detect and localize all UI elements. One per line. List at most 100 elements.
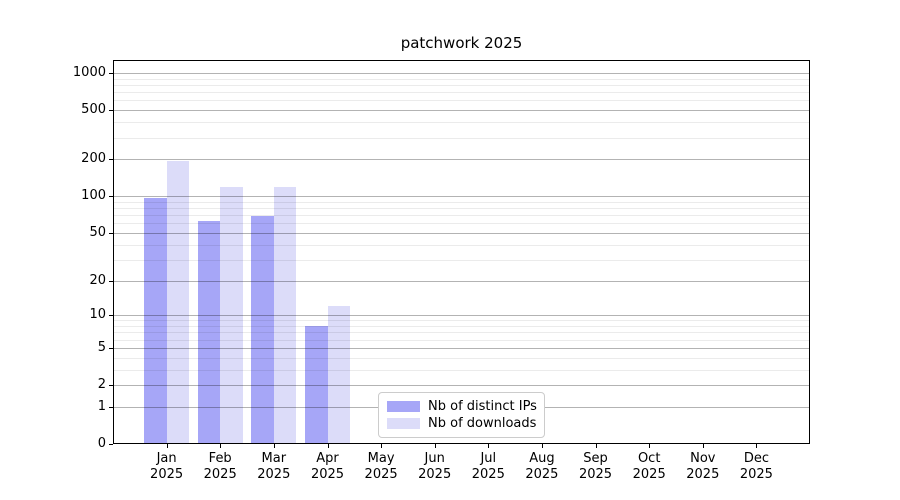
x-tick-month: Jan	[156, 451, 177, 466]
gridline-minor-800	[113, 85, 810, 86]
y-tick-label-1000: 1000	[72, 65, 106, 80]
gridline-minor-600	[113, 100, 810, 102]
x-tick-month: Jun	[424, 451, 445, 466]
x-tick-month: Jul	[480, 451, 497, 466]
gridline-minor-700	[113, 92, 810, 94]
y-tick-mark-0	[109, 444, 113, 445]
legend-swatch-distinct-ips	[387, 401, 420, 412]
gridline-major-10	[113, 315, 810, 317]
x-tick-label-jun: Jun 2025	[407, 451, 463, 483]
gridline-minor-70	[113, 215, 810, 217]
y-tick-label-100: 100	[81, 188, 106, 204]
gridline-minor-40	[113, 244, 810, 246]
bar-downloads-jan	[166, 160, 190, 444]
x-tick-month: May	[367, 451, 395, 466]
gridline-major-1000	[113, 73, 810, 74]
y-tick-mark-20	[109, 280, 113, 282]
y-tick-label-20: 20	[89, 272, 106, 288]
gridline-major-50	[113, 232, 810, 234]
gridline-minor-60	[113, 223, 810, 225]
gridline-minor-3	[113, 369, 810, 371]
y-tick-label-500: 500	[81, 102, 106, 118]
gridline-minor-30	[113, 259, 810, 261]
gridline-major-200	[113, 159, 810, 161]
x-tick-label-oct: Oct 2025	[621, 451, 677, 483]
x-tick-year: 2025	[203, 467, 237, 482]
gridline-minor-8	[113, 326, 810, 327]
x-tick-month: Mar	[261, 451, 287, 466]
y-tick-label-50: 50	[89, 224, 106, 240]
x-tick-year: 2025	[418, 467, 452, 482]
y-tick-mark-2	[109, 385, 113, 386]
x-tick-label-jul: Jul 2025	[460, 451, 516, 483]
x-tick-label-may: May 2025	[353, 451, 409, 483]
gridline-minor-80	[113, 208, 810, 209]
y-tick-mark-200	[109, 159, 113, 161]
x-tick-label-sep: Sep 2025	[568, 451, 624, 483]
y-tick-mark-500	[109, 110, 113, 112]
gridline-minor-90	[113, 201, 810, 203]
gridline-minor-900	[113, 78, 810, 80]
gridline-major-2	[113, 385, 810, 386]
legend-label-distinct-ips: Nb of distinct IPs	[428, 399, 537, 414]
gridline-minor-300	[113, 137, 810, 139]
x-tick-mark-aug	[541, 444, 543, 448]
y-tick-mark-5	[109, 347, 113, 349]
x-tick-mark-jun	[434, 444, 436, 448]
x-tick-label-apr: Apr 2025	[300, 451, 356, 483]
x-tick-month: Feb	[208, 451, 232, 466]
x-tick-month: Apr	[316, 451, 339, 466]
x-tick-month: Sep	[583, 451, 608, 466]
x-tick-month: Nov	[690, 451, 716, 466]
x-tick-label-nov: Nov 2025	[675, 451, 731, 483]
x-tick-label-mar: Mar 2025	[246, 451, 302, 483]
gridline-major-500	[113, 110, 810, 112]
y-tick-label-10: 10	[89, 307, 106, 323]
y-tick-label-1: 1	[97, 398, 106, 414]
gridline-major-5	[113, 347, 810, 349]
x-tick-mark-oct	[649, 444, 651, 448]
legend-label-downloads: Nb of downloads	[428, 416, 537, 431]
x-tick-mark-sep	[595, 444, 597, 448]
right-spine	[809, 60, 810, 444]
y-tick-label-200: 200	[81, 151, 106, 167]
x-tick-mark-apr	[327, 444, 329, 448]
x-tick-mark-feb	[220, 444, 222, 448]
bar-downloads-apr	[327, 306, 350, 444]
legend-item-downloads: Nb of downloads	[387, 415, 537, 432]
x-tick-mark-jul	[488, 444, 490, 448]
bar-distinct-ips-mar	[251, 215, 274, 444]
x-tick-year: 2025	[739, 467, 773, 482]
x-tick-year: 2025	[525, 467, 559, 482]
x-axis-spine	[113, 443, 810, 444]
gridline-minor-400	[113, 122, 810, 124]
gridline-major-20	[113, 280, 810, 282]
x-tick-year: 2025	[257, 467, 291, 482]
y-tick-mark-1000	[109, 73, 113, 74]
x-tick-year: 2025	[150, 467, 184, 482]
x-tick-mark-dec	[756, 444, 758, 448]
gridline-minor-4	[113, 357, 810, 359]
x-tick-mark-nov	[702, 444, 704, 448]
gridline-minor-9	[113, 320, 810, 322]
y-tick-label-2: 2	[97, 377, 106, 392]
plot-area	[113, 60, 810, 444]
x-tick-month: Dec	[743, 451, 769, 466]
top-spine	[113, 60, 810, 61]
y-tick-mark-50	[109, 232, 113, 234]
gridline-minor-7	[113, 332, 810, 334]
x-tick-month: Aug	[529, 451, 555, 466]
x-tick-mark-may	[381, 444, 383, 448]
x-tick-label-aug: Aug 2025	[514, 451, 570, 483]
x-tick-year: 2025	[578, 467, 613, 482]
gridline-major-100	[113, 196, 810, 198]
x-tick-year: 2025	[471, 467, 505, 482]
legend-item-distinct-ips: Nb of distinct IPs	[387, 398, 537, 415]
x-tick-year: 2025	[364, 467, 398, 482]
y-axis-spine	[113, 60, 114, 444]
x-tick-year: 2025	[310, 467, 345, 482]
x-tick-month: Oct	[637, 451, 661, 466]
x-tick-year: 2025	[632, 467, 666, 482]
chart-title: patchwork 2025	[400, 34, 523, 52]
